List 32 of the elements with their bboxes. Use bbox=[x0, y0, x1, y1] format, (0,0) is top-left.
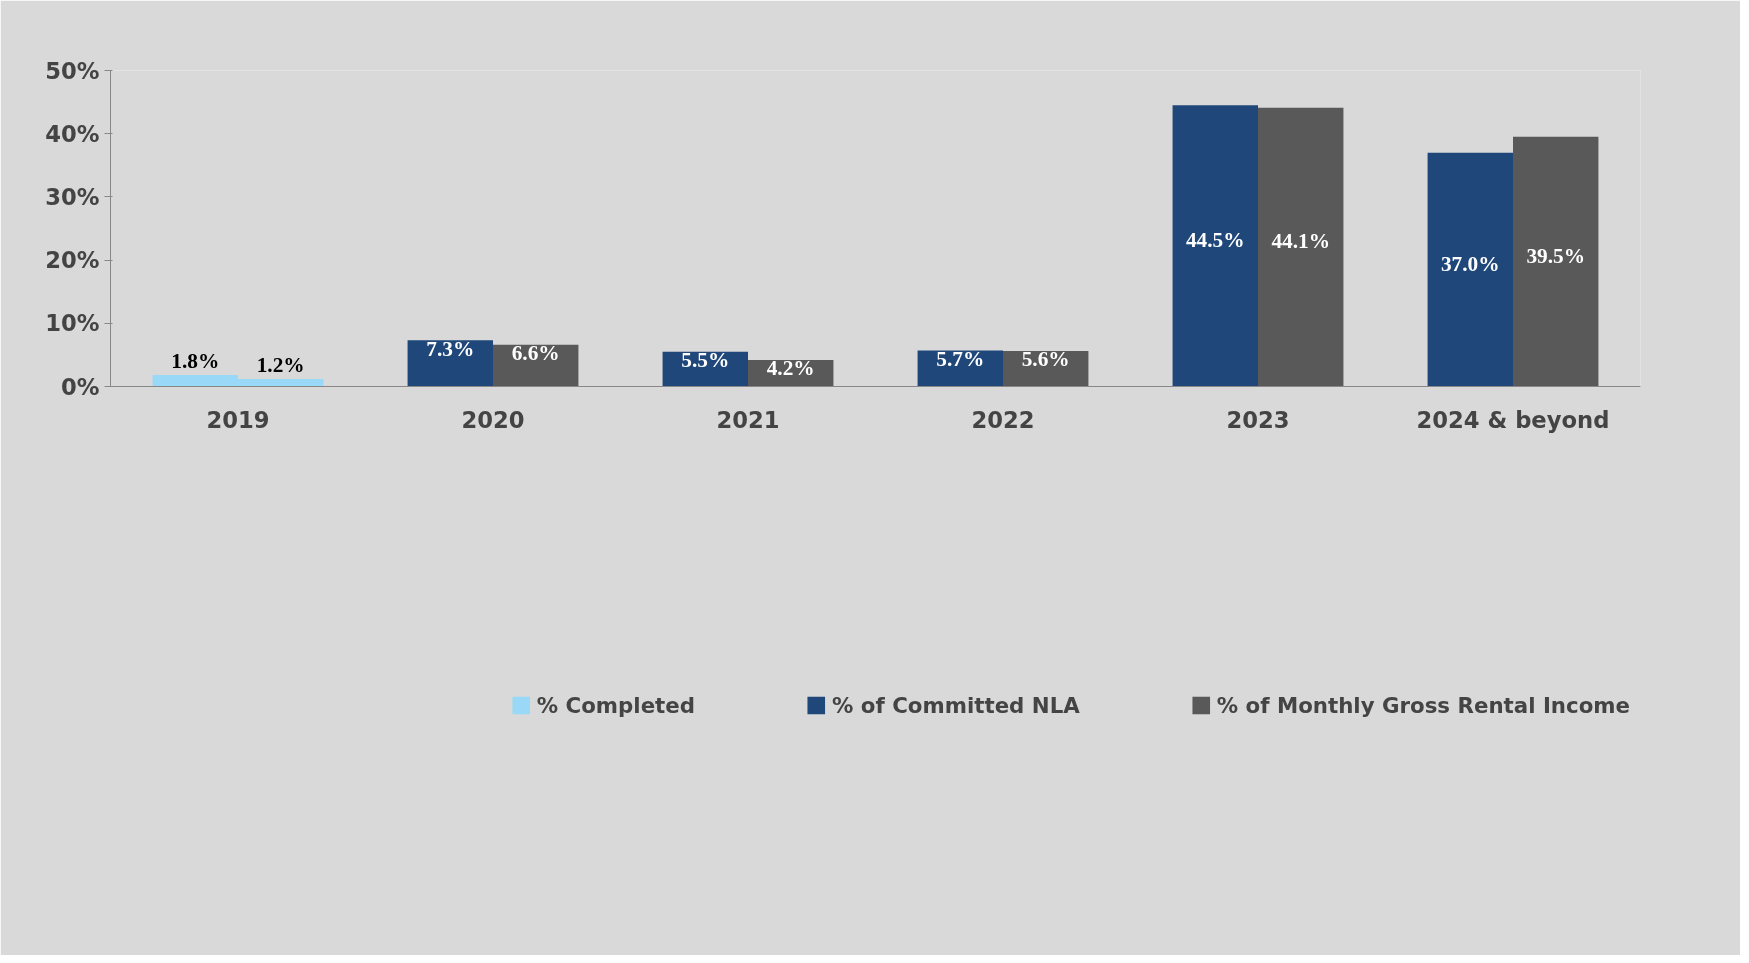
bar bbox=[1513, 136, 1599, 387]
legend-label: % of Monthly Gross Rental Income bbox=[1216, 692, 1630, 718]
x-tick-label: 2022 bbox=[971, 406, 1035, 433]
bar bbox=[1427, 152, 1513, 387]
data-label: 5.5% bbox=[681, 347, 730, 372]
legend-label: % Completed bbox=[536, 692, 696, 718]
data-label: 7.3% bbox=[426, 336, 475, 361]
data-label: 44.5% bbox=[1185, 228, 1245, 253]
data-label: 1.8% bbox=[171, 349, 220, 374]
x-tick-label: 2019 bbox=[206, 406, 270, 433]
data-label: 39.5% bbox=[1526, 244, 1586, 268]
bar bbox=[1258, 107, 1344, 387]
data-label: 6.6% bbox=[511, 341, 560, 366]
x-tick-label: 2020 bbox=[461, 406, 525, 433]
data-label: 5.7% bbox=[936, 346, 985, 371]
bar bbox=[1172, 105, 1258, 387]
x-tick-label: 2023 bbox=[1226, 406, 1290, 433]
data-label: 5.6% bbox=[1021, 347, 1070, 372]
y-tick-label: 20% bbox=[45, 247, 100, 274]
data-label: 44.1% bbox=[1271, 229, 1331, 254]
y-tick-label: 50% bbox=[45, 57, 100, 84]
y-tick-label: 0% bbox=[61, 373, 100, 400]
x-tick-label: 2021 bbox=[716, 406, 780, 433]
y-tick-label: 10% bbox=[45, 310, 100, 337]
y-tick-label: 30% bbox=[45, 183, 100, 210]
x-tick-label: 2024 & beyond bbox=[1416, 406, 1610, 433]
data-label: 1.2% bbox=[256, 353, 305, 378]
data-label: 4.2% bbox=[766, 356, 815, 381]
y-tick-label: 40% bbox=[45, 120, 100, 147]
data-label: 37.0% bbox=[1440, 251, 1500, 276]
legend-label: % of Committed NLA bbox=[832, 692, 1080, 718]
bar bbox=[407, 340, 493, 387]
